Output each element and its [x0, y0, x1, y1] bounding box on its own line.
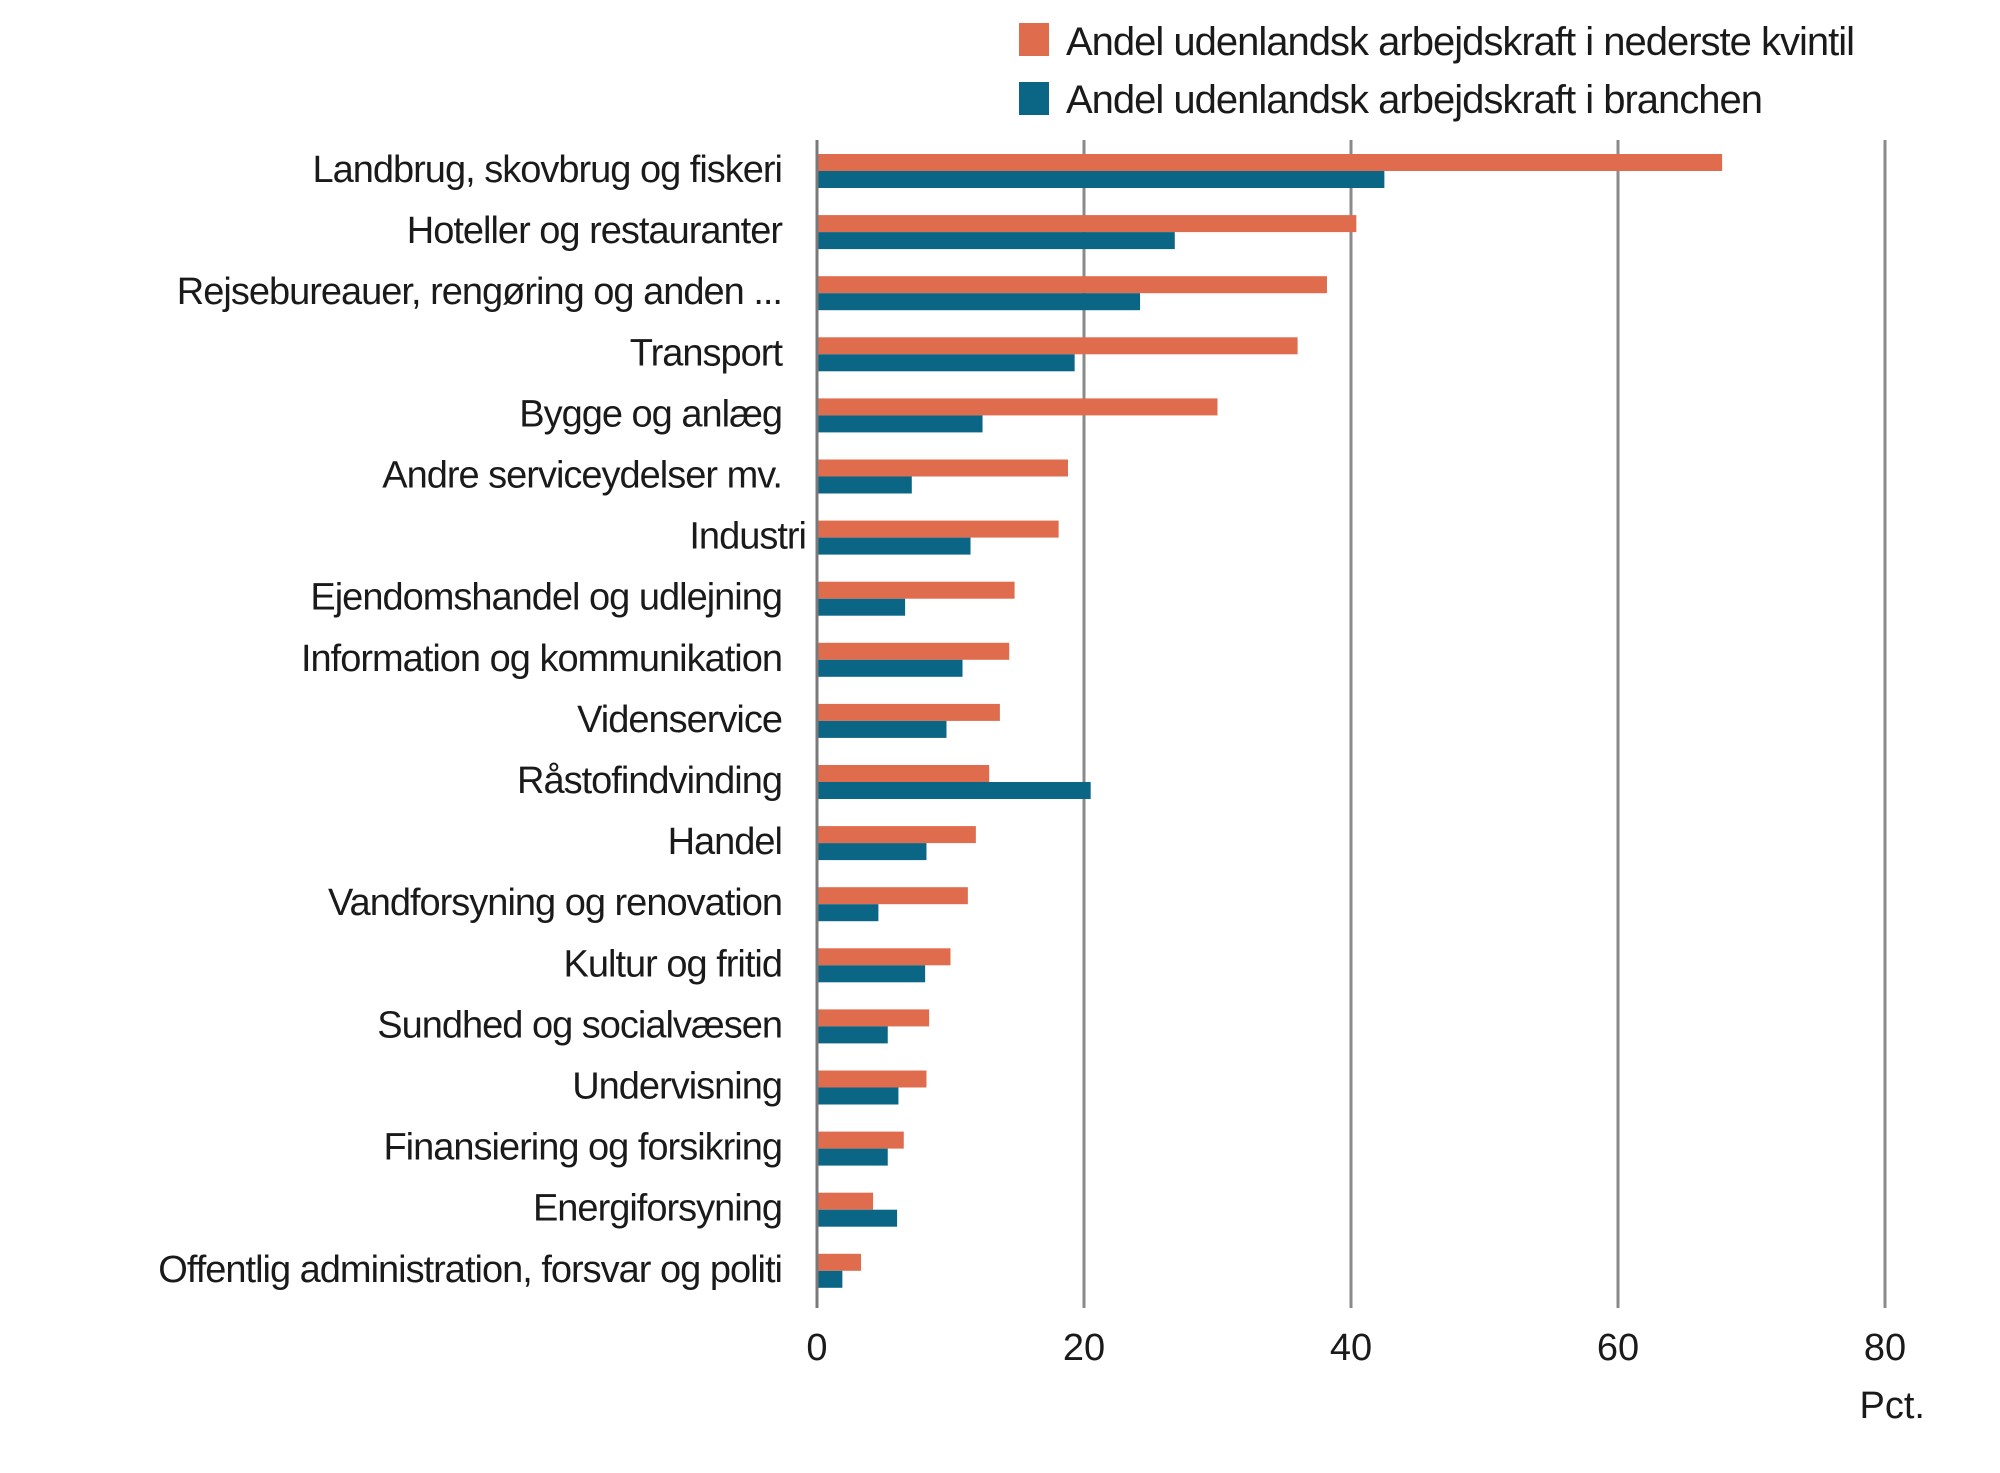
- bar-branchen: [817, 843, 927, 861]
- bar-nederste-kvintil: [817, 215, 1357, 233]
- bar-branchen: [817, 415, 983, 433]
- bar-branchen: [817, 232, 1175, 250]
- bar-branchen: [817, 1087, 899, 1105]
- bar-nederste-kvintil: [817, 887, 968, 905]
- bar-branchen: [817, 965, 926, 983]
- category-label: Andre serviceydelser mv.: [382, 455, 782, 497]
- bar-branchen: [817, 1270, 843, 1288]
- bar-branchen: [817, 537, 971, 555]
- bar-nederste-kvintil: [817, 642, 1010, 660]
- category-label: Rejsebureauer, rengøring og anden ...: [177, 271, 782, 313]
- bar-branchen: [817, 1026, 888, 1044]
- category-label: Vandforsyning og renovation: [328, 882, 782, 924]
- bar-branchen: [817, 598, 906, 616]
- category-label: Transport: [630, 332, 784, 374]
- bar-nederste-kvintil: [817, 276, 1327, 294]
- bar-nederste-kvintil: [817, 1192, 874, 1210]
- bar-nederste-kvintil: [817, 948, 951, 966]
- bar-nederste-kvintil: [817, 1253, 862, 1271]
- category-label: Handel: [668, 821, 782, 863]
- bar-nederste-kvintil: [817, 398, 1218, 416]
- x-axis-label: Pct.: [1860, 1385, 1925, 1427]
- category-label: Hoteller og restauranter: [407, 210, 784, 252]
- category-label: Industri: [689, 516, 806, 558]
- bar-branchen: [817, 720, 947, 738]
- x-tick-label: 0: [806, 1327, 827, 1369]
- bar-branchen: [817, 1209, 898, 1227]
- category-label: Sundhed og socialvæsen: [377, 1004, 782, 1046]
- bar-branchen: [817, 171, 1385, 188]
- category-label: Offentlig administration, forsvar og pol…: [158, 1249, 782, 1291]
- category-label: Information og kommunikation: [301, 638, 782, 680]
- bar-branchen: [817, 354, 1075, 372]
- legend: Andel udenlandsk arbejdskraft i nederste…: [1019, 20, 1855, 122]
- gridlines: [815, 140, 1887, 1308]
- category-label: Energiforsyning: [533, 1188, 782, 1230]
- legend-label-nederste-kvintil: Andel udenlandsk arbejdskraft i nederste…: [1066, 20, 1854, 64]
- bar-branchen: [817, 659, 963, 677]
- legend-label-branchen: Andel udenlandsk arbejdskraft i branchen: [1066, 78, 1762, 122]
- legend-swatch-nederste-kvintil: [1019, 23, 1049, 56]
- bar-branchen: [817, 782, 1091, 799]
- bar-branchen: [817, 293, 1141, 311]
- category-label: Kultur og fritid: [564, 943, 782, 985]
- category-label: Videnservice: [577, 699, 782, 741]
- bar-nederste-kvintil: [817, 520, 1059, 538]
- category-label: Finansiering og forsikring: [383, 1127, 782, 1169]
- bar-nederste-kvintil: [817, 459, 1068, 477]
- category-labels: Landbrug, skovbrug og fiskeri Hoteller og…: [158, 149, 807, 1291]
- x-tick-label: 80: [1864, 1327, 1906, 1369]
- x-tick-label: 60: [1597, 1327, 1639, 1369]
- category-label: Bygge og anlæg: [519, 393, 782, 435]
- bar-branchen: [817, 904, 879, 922]
- legend-swatch-branchen: [1019, 82, 1049, 115]
- category-label: Råstofindvinding: [517, 760, 782, 802]
- bar-nederste-kvintil: [817, 581, 1015, 599]
- bar-nederste-kvintil: [817, 1131, 904, 1149]
- category-label: Ejendomshandel og udlejning: [310, 577, 782, 619]
- bar-nederste-kvintil: [817, 1009, 930, 1027]
- category-label: Undervisning: [572, 1066, 782, 1108]
- bar-branchen: [817, 476, 912, 494]
- bar-nederste-kvintil: [817, 337, 1298, 355]
- bar-branchen: [817, 1148, 888, 1166]
- bar-nederste-kvintil: [817, 765, 990, 782]
- x-tick-label: 20: [1063, 1327, 1105, 1369]
- x-tick-labels: 0 20 40 60 80: [806, 1327, 1906, 1369]
- bar-nederste-kvintil: [817, 703, 1000, 721]
- category-label: Landbrug, skovbrug og fiskeri: [312, 149, 782, 191]
- bar-nederste-kvintil: [817, 154, 1723, 171]
- bars: [817, 154, 1723, 1288]
- x-tick-label: 40: [1330, 1327, 1372, 1369]
- bar-nederste-kvintil: [817, 1070, 927, 1088]
- bar-nederste-kvintil: [817, 826, 976, 844]
